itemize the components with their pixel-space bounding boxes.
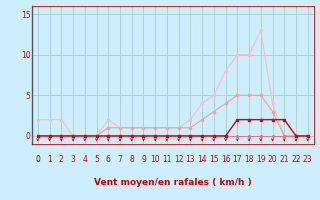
X-axis label: Vent moyen/en rafales ( km/h ): Vent moyen/en rafales ( km/h ) [94,178,252,187]
